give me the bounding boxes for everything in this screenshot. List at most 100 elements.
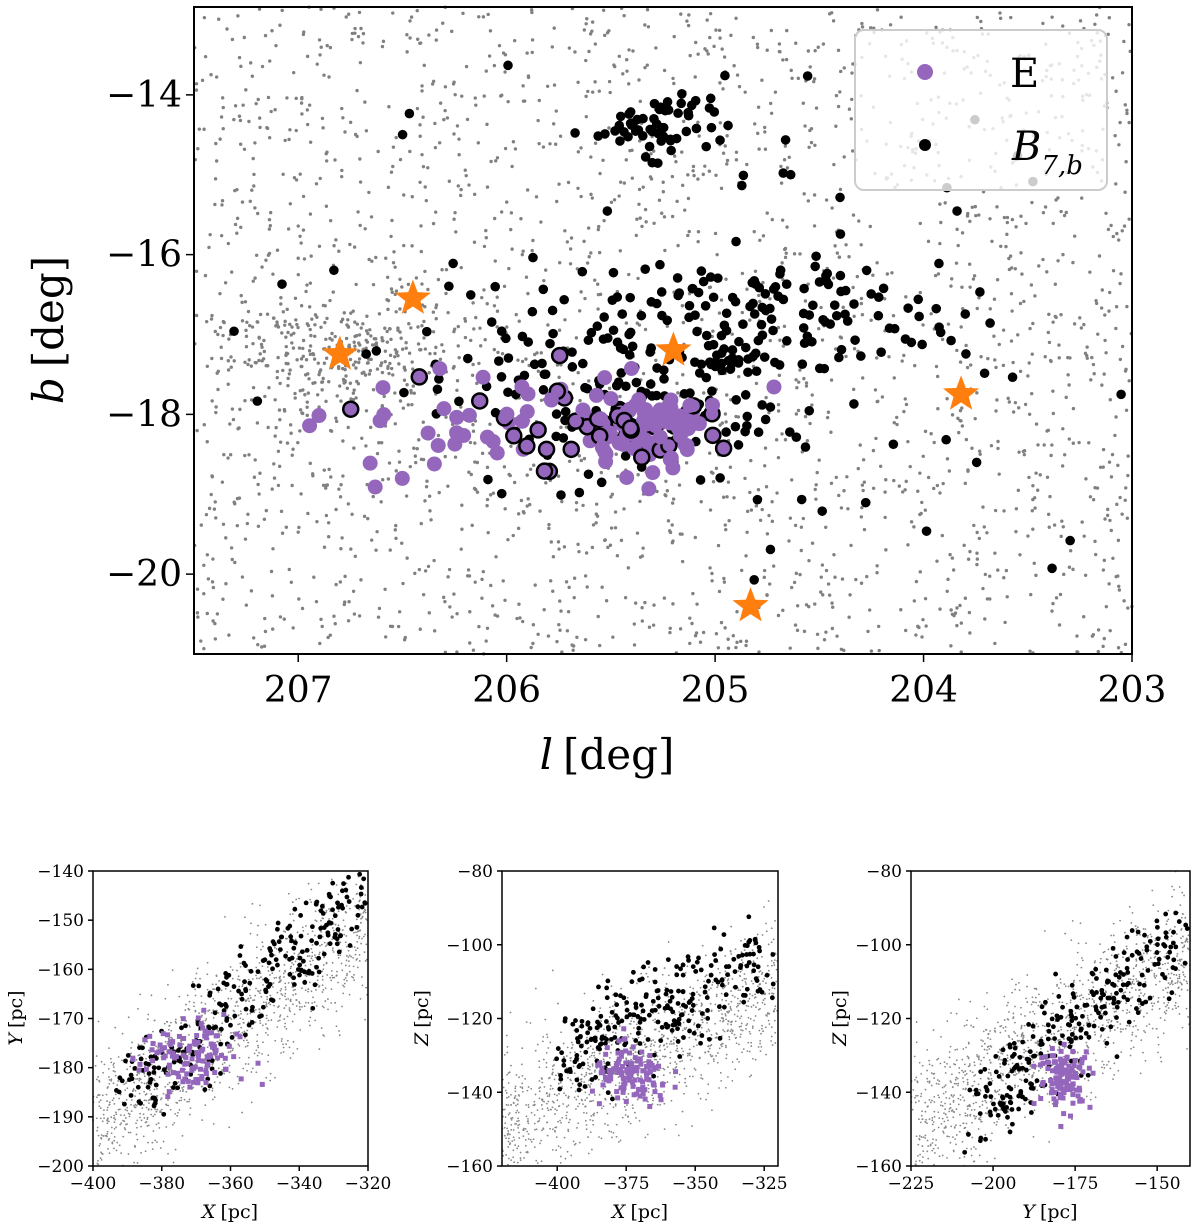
xz-field-point	[697, 1092, 700, 1095]
xy-b7b-point	[330, 880, 336, 886]
xy-field-point	[299, 1008, 301, 1011]
field-point	[394, 135, 398, 140]
field-point	[471, 648, 476, 652]
xy-field-point	[261, 965, 264, 968]
xy-field-point	[181, 1087, 183, 1089]
xy-field-point	[286, 1039, 289, 1042]
b7b-point	[804, 310, 815, 320]
field-point	[351, 363, 356, 367]
field-point	[566, 180, 571, 185]
e-point	[598, 446, 614, 462]
xy-field-point	[267, 1019, 270, 1022]
field-point	[977, 536, 982, 541]
field-point	[278, 440, 283, 444]
field-point	[812, 224, 817, 228]
xy-field-point	[283, 976, 285, 978]
field-point	[301, 32, 306, 37]
field-point	[210, 399, 214, 403]
xz-field-point	[625, 1096, 628, 1098]
xy-field-point	[286, 950, 289, 953]
field-point	[521, 84, 525, 88]
xy-field-point	[346, 945, 348, 948]
b7b-point	[889, 323, 900, 334]
field-point	[348, 381, 353, 385]
field-point	[914, 633, 918, 637]
xy-field-point	[297, 953, 300, 956]
xy-field-point	[249, 1012, 252, 1015]
field-point	[1085, 345, 1089, 349]
field-point	[574, 336, 579, 340]
field-point	[723, 626, 727, 630]
xy-ticks: −400 −380 −360 −340 −320−200−190−180−170−160…	[37, 862, 391, 1194]
xy-field-point	[147, 1013, 150, 1016]
field-point	[503, 146, 508, 151]
field-point	[1116, 463, 1120, 468]
b7b-point	[685, 388, 695, 398]
xz-field-point	[609, 1102, 612, 1105]
xy-b7b-point	[207, 1083, 213, 1089]
xy-field-point	[255, 1071, 258, 1074]
xy-field-point	[147, 1141, 149, 1144]
field-point	[797, 380, 801, 384]
field-point	[333, 622, 337, 626]
field-point	[258, 352, 262, 356]
xy-e-point	[186, 1047, 192, 1053]
xy-field-point	[174, 1113, 177, 1115]
field-point	[414, 460, 418, 465]
xy-field-point	[281, 1038, 283, 1040]
xy-field-point	[224, 915, 226, 918]
xy-field-point	[342, 992, 345, 995]
xy-b7b-point	[243, 1006, 249, 1012]
field-point	[485, 185, 490, 189]
field-point	[312, 357, 317, 361]
b7b-point	[704, 103, 715, 113]
field-point	[840, 577, 845, 581]
xy-field-point	[233, 1039, 236, 1042]
field-point	[216, 17, 221, 21]
field-point	[1124, 408, 1129, 412]
xy-field-point	[283, 964, 286, 966]
field-point	[1126, 606, 1130, 610]
xy-field-point	[363, 910, 366, 913]
xy-field-point	[254, 994, 257, 997]
field-point	[860, 25, 865, 29]
xy-field-point	[139, 1116, 141, 1119]
field-point	[383, 349, 388, 353]
field-point	[371, 388, 376, 392]
b7b-point	[749, 275, 760, 286]
field-point	[220, 480, 225, 484]
b7b-point	[665, 135, 676, 146]
field-point	[959, 621, 964, 625]
xy-b7b-point	[260, 1004, 266, 1010]
xy-b7b-point	[151, 1103, 157, 1109]
xy-field-point	[215, 975, 218, 978]
xy-field-point	[333, 976, 336, 979]
xy-b7b-point	[266, 960, 272, 966]
field-point	[857, 219, 861, 223]
xy-field-point	[111, 1099, 114, 1102]
field-point	[328, 45, 333, 50]
field-point	[655, 489, 659, 494]
field-point	[997, 342, 1001, 347]
xy-b7b-point	[344, 894, 350, 900]
field-point	[197, 127, 202, 131]
field-point	[393, 528, 398, 532]
field-point	[631, 49, 635, 53]
xy-field-point	[106, 1130, 109, 1133]
b7b-point	[538, 284, 549, 295]
field-point	[421, 420, 425, 424]
field-point	[606, 545, 610, 550]
b7b-point	[849, 299, 859, 309]
e-point	[619, 469, 635, 485]
b7b-point	[829, 300, 840, 310]
field-point	[358, 343, 362, 347]
field-point	[557, 547, 561, 551]
legend-label-b-sub: 7,b	[1041, 151, 1082, 181]
xy-field-point	[137, 1007, 139, 1010]
b7b-point	[749, 309, 760, 319]
xy-field-point	[96, 1129, 98, 1132]
b7b-point	[738, 319, 748, 330]
xy-field-point	[259, 904, 261, 907]
xy-b7b-point	[297, 962, 303, 968]
field-point	[321, 483, 326, 488]
